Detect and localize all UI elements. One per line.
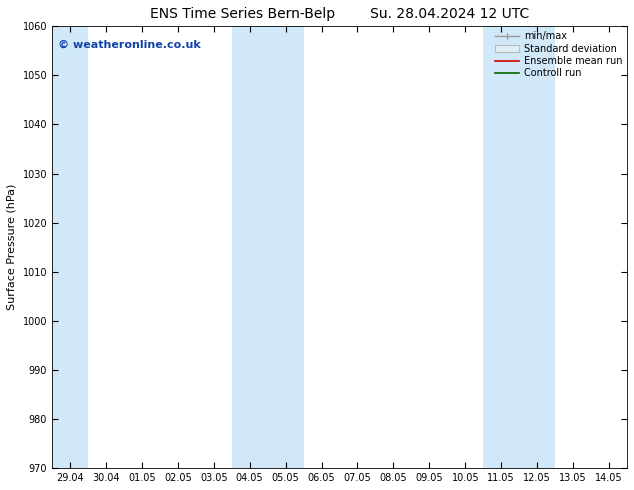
Title: ENS Time Series Bern-Belp        Su. 28.04.2024 12 UTC: ENS Time Series Bern-Belp Su. 28.04.2024… bbox=[150, 7, 529, 21]
Text: © weatheronline.co.uk: © weatheronline.co.uk bbox=[58, 40, 200, 49]
Bar bbox=[231, 26, 304, 468]
Bar bbox=[483, 26, 555, 468]
Legend: min/max, Standard deviation, Ensemble mean run, Controll run: min/max, Standard deviation, Ensemble me… bbox=[493, 29, 624, 80]
Y-axis label: Surface Pressure (hPa): Surface Pressure (hPa) bbox=[7, 184, 17, 311]
Bar bbox=[52, 26, 88, 468]
